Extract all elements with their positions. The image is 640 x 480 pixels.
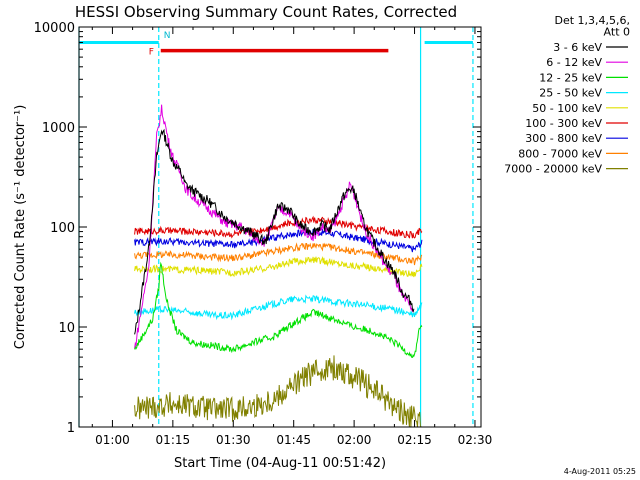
legend-header-1: Att 0	[604, 26, 630, 39]
series-line-8	[134, 355, 422, 428]
x-tick-label-4: 02:00	[337, 433, 372, 447]
y-tick-label-0: 1	[67, 421, 75, 436]
annotation-f: F	[149, 48, 154, 58]
legend: Det 1,3,4,5,6,Att 03 - 6 keV 6 - 12 keV 12…	[504, 14, 630, 176]
legend-header-0: Det 1,3,4,5,6,	[554, 14, 630, 27]
legend-label-4: 50 - 100 keV	[532, 102, 602, 115]
x-tick-label-2: 01:30	[216, 433, 251, 447]
legend-label-3: 25 - 50 keV	[539, 87, 602, 100]
plot-area: FN	[78, 27, 474, 428]
series-line-5	[134, 215, 423, 239]
y-tick-label-4: 10000	[34, 21, 75, 36]
series-line-2	[134, 261, 423, 358]
x-tick-label-3: 01:45	[276, 433, 311, 447]
y-axis: 1 10 100 1000 10000	[34, 21, 481, 436]
y-tick-label-2: 100	[50, 221, 75, 236]
chart-title: HESSI Observing Summary Count Rates, Cor…	[75, 3, 457, 21]
annotation-n: N	[164, 31, 171, 41]
y-axis-label: Corrected Count Rate (s⁻¹ detector⁻¹)	[13, 105, 28, 350]
x-axis: 01:00 01:15 01:30 01:45 02:00 02:15 02:30	[91, 27, 493, 447]
series-line-0	[134, 128, 415, 335]
footer-date: 4-Aug-2011 05:25	[564, 467, 636, 476]
series-line-4	[134, 255, 423, 278]
x-tick-label-5: 02:15	[397, 433, 432, 447]
legend-label-5: 100 - 300 keV	[525, 117, 602, 130]
y-tick-label-3: 1000	[42, 121, 75, 136]
legend-label-2: 12 - 25 keV	[539, 71, 602, 84]
x-tick-label-0: 01:00	[95, 433, 130, 447]
x-tick-label-6: 02:30	[458, 433, 493, 447]
legend-label-6: 300 - 800 keV	[525, 132, 602, 145]
series-line-7	[134, 242, 423, 266]
legend-label-7: 800 - 7000 keV	[518, 147, 602, 160]
series-line-3	[134, 294, 423, 321]
x-axis-label: Start Time (04-Aug-11 00:51:42)	[174, 456, 386, 471]
y-tick-label-1: 10	[58, 321, 75, 336]
legend-label-0: 3 - 6 keV	[553, 41, 602, 54]
legend-label-8: 7000 - 20000 keV	[504, 163, 602, 176]
x-tick-label-1: 01:15	[156, 433, 191, 447]
legend-label-1: 6 - 12 keV	[546, 56, 602, 69]
